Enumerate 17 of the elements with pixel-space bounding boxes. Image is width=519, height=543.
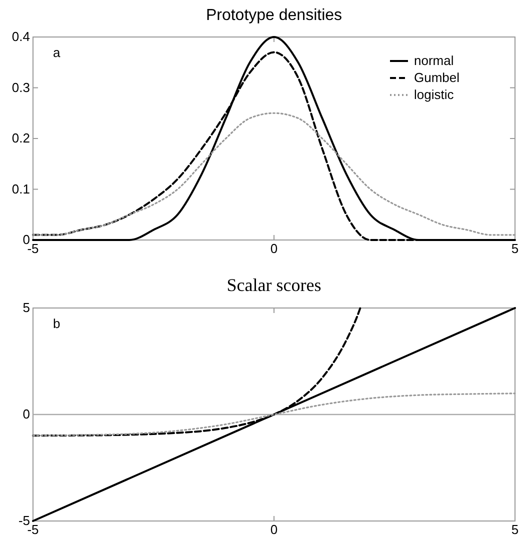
y-tick-label: 0.2 — [12, 130, 30, 146]
legend-label: logistic — [414, 87, 454, 102]
x-tick-label: 0 — [270, 522, 278, 538]
y-tick-label: 5 — [22, 300, 30, 316]
y-tick-label: 0.3 — [12, 80, 30, 95]
y-tick-label: 0.4 — [12, 29, 30, 44]
legend-label: normal — [414, 53, 454, 68]
annotation: a — [53, 45, 61, 60]
x-tick-label: 0 — [270, 241, 278, 256]
y-tick-label: 0 — [22, 406, 30, 422]
x-tick-label: 5 — [511, 241, 519, 256]
legend-label: Gumbel — [414, 70, 460, 85]
annotation: b — [53, 316, 60, 331]
x-tick-label: 5 — [511, 522, 519, 538]
y-tick-label: 0.1 — [12, 181, 30, 196]
chart-title: Scalar scores — [226, 275, 322, 295]
chart-title: Prototype densities — [206, 7, 342, 24]
